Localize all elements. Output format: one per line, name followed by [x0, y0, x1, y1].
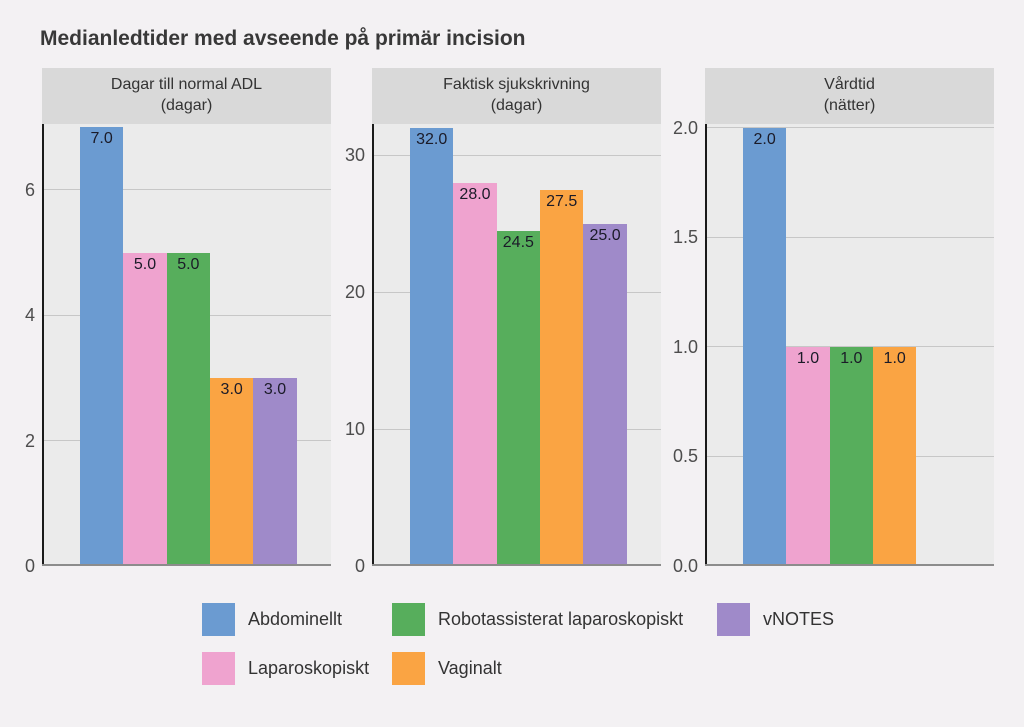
y-tick-label: 2.0 [672, 117, 698, 138]
bar [786, 346, 830, 566]
y-tick-label: 0 [24, 556, 35, 576]
bar-value-label: 3.0 [263, 380, 287, 398]
bar [123, 252, 167, 566]
y-axis-line [705, 124, 707, 566]
legend-key-swatch [392, 603, 425, 636]
y-axis-line [372, 124, 374, 566]
legend-key-swatch [717, 603, 750, 636]
bar [410, 128, 454, 566]
plot-area: 32.0 28.0 24.5 27.5 25.0 [372, 124, 661, 566]
x-axis-line [372, 564, 661, 566]
bar [540, 189, 584, 566]
legend-label: Laparoskopiskt [248, 658, 370, 678]
legend-label: Abdominellt [248, 609, 343, 629]
legend-item: vNOTES [717, 603, 834, 636]
panel-strip: Dagar till normal ADL (dagar) [42, 68, 331, 124]
y-tick-label: 1.5 [672, 227, 698, 248]
legend-label: Robotassisterat laparoskopiskt [438, 609, 684, 629]
strip-title-line: Dagar till normal ADL [110, 76, 263, 94]
legend-item: Abdominellt [202, 603, 342, 636]
bar [743, 127, 787, 566]
y-tick-label: 30 [344, 145, 365, 166]
y-tick-label: 6 [24, 179, 35, 200]
strip-title-line: (dagar) [160, 97, 213, 114]
bar [453, 182, 497, 566]
y-tick-label: 1.0 [672, 336, 698, 357]
bar [166, 252, 210, 566]
legend-item: Laparoskopiskt [202, 652, 369, 685]
bar-value-label: 1.0 [840, 349, 863, 367]
panel-strip: Vårdtid (nätter) [705, 68, 994, 124]
legend-key-swatch [202, 652, 235, 685]
gridline [42, 189, 331, 191]
y-tick-label: 2 [24, 430, 35, 451]
x-axis-line [705, 564, 994, 566]
bar-value-label: 3.0 [220, 380, 243, 398]
bar-value-label: 32.0 [416, 131, 448, 149]
y-tick-label: 10 [344, 419, 365, 440]
gridline [705, 127, 994, 129]
legend-label: Vaginalt [438, 658, 502, 678]
legend-item: Vaginalt [392, 652, 502, 685]
plot-area: 2.0 1.0 1.0 1.0 [705, 124, 994, 566]
bar-value-label: 27.5 [546, 192, 578, 210]
chart-title: Medianledtider med avseende på primär in… [40, 27, 526, 50]
panel-strip: Faktisk sjukskrivning (dagar) [372, 68, 661, 124]
gridline [372, 154, 661, 156]
bar [583, 223, 627, 566]
legend-key-swatch [202, 603, 235, 636]
bar [80, 127, 124, 566]
gridline [705, 236, 994, 238]
bar-value-label: 1.0 [883, 349, 906, 367]
gridline [705, 346, 994, 348]
strip-title-line: Faktisk sjukskrivning [443, 76, 590, 94]
bar-value-label: 25.0 [589, 226, 621, 244]
bar-value-label: 5.0 [133, 255, 157, 273]
y-tick-label: 0 [354, 556, 365, 576]
bar-value-label: 28.0 [459, 185, 491, 203]
bar-value-label: 5.0 [177, 255, 200, 273]
legend-label: vNOTES [763, 609, 835, 629]
bar-value-label: 7.0 [90, 130, 113, 148]
legend-item: Robotassisterat laparoskopiskt [392, 603, 683, 636]
strip-title-line: (dagar) [490, 97, 543, 114]
strip-title-line: (nätter) [823, 97, 876, 114]
bar [829, 346, 873, 566]
bar [253, 377, 297, 566]
y-tick-label: 0.5 [672, 446, 698, 467]
y-tick-label: 0.0 [672, 556, 698, 576]
bar [210, 377, 254, 566]
x-axis-line [42, 564, 331, 566]
bar [496, 230, 540, 566]
plot-area: 7.0 5.0 5.0 3.0 3.0 [42, 124, 331, 566]
y-tick-label: 20 [344, 282, 365, 303]
y-axis-line [42, 124, 44, 566]
bar-value-label: 1.0 [796, 349, 820, 367]
strip-title-line: Vårdtid [824, 76, 875, 94]
legend-key-swatch [392, 652, 425, 685]
bar-value-label: 2.0 [753, 130, 776, 148]
bar-value-label: 24.5 [502, 233, 534, 251]
y-tick-label: 4 [24, 305, 35, 326]
bar [873, 346, 917, 566]
